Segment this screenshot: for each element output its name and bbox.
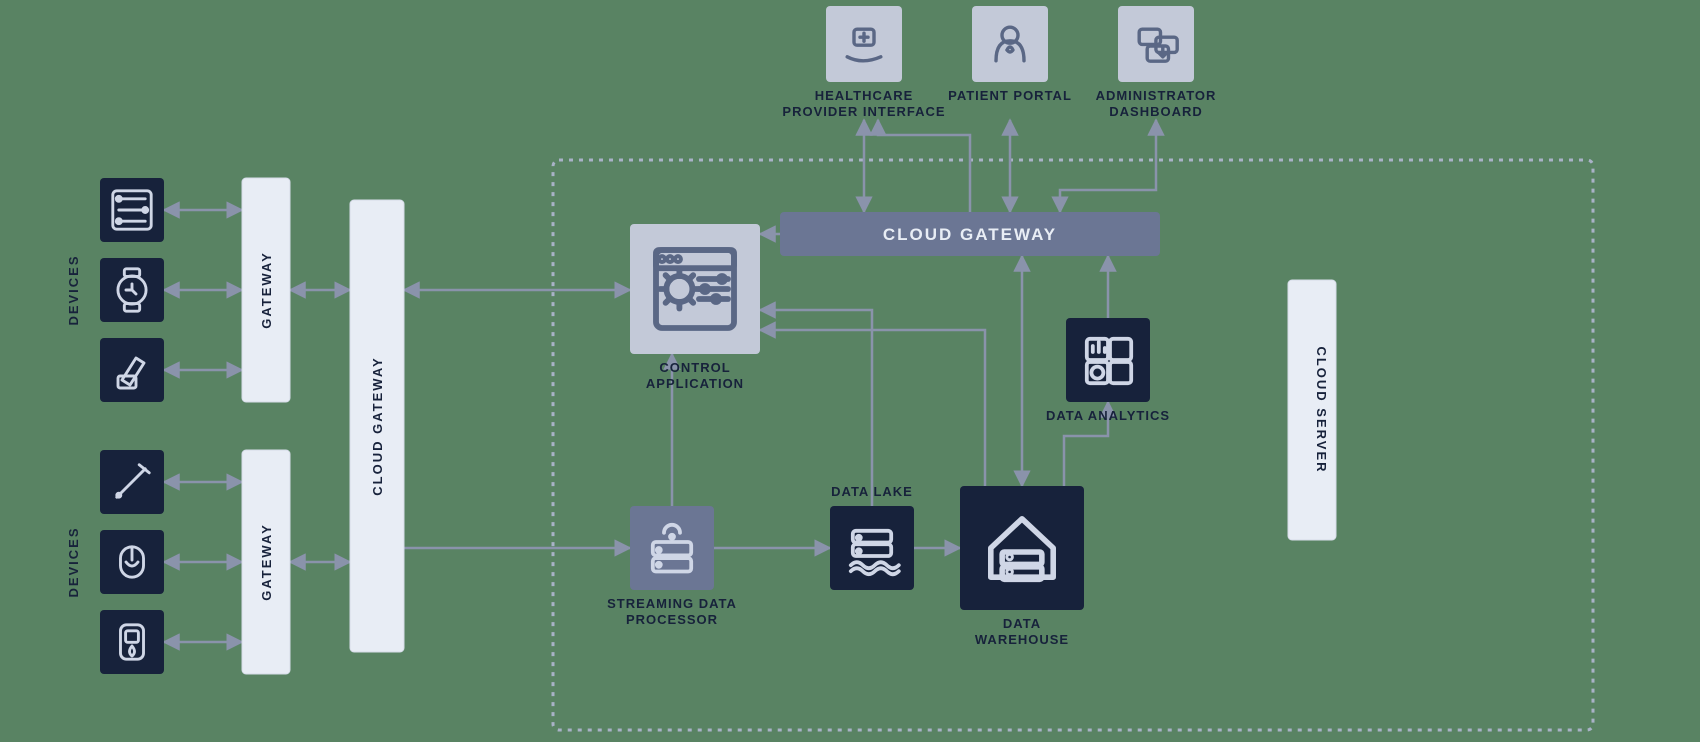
node-label: HEALTHCARE: [815, 88, 914, 103]
node-gw1: GATEWAY: [242, 178, 290, 402]
node-admin: ADMINISTRATORDASHBOARD: [1096, 6, 1217, 119]
node-pp: PATIENT PORTAL: [948, 6, 1072, 103]
node-ana: DATA ANALYTICS: [1046, 318, 1170, 423]
edge-cgw_h-admin: [1060, 120, 1156, 212]
node-label: GATEWAY: [259, 523, 274, 601]
node-label: DASHBOARD: [1109, 104, 1203, 119]
node-label: APPLICATION: [646, 376, 744, 391]
node-label: GATEWAY: [259, 251, 274, 329]
node-ctrl: CONTROLAPPLICATION: [630, 224, 760, 391]
node-dev1c: [100, 338, 164, 402]
node-sdp: STREAMING DATAPROCESSOR: [607, 506, 737, 627]
node-label: DATA LAKE: [831, 484, 913, 499]
node-gw2: GATEWAY: [242, 450, 290, 674]
node-label: CLOUD SERVER: [1314, 346, 1329, 473]
node-label: DATA ANALYTICS: [1046, 408, 1170, 423]
node-dev2a: [100, 450, 164, 514]
node-cgw_v: CLOUD GATEWAY: [350, 200, 404, 652]
node-label: PROCESSOR: [626, 612, 718, 627]
edge-lake-ctrl: [760, 310, 872, 506]
node-label: PATIENT PORTAL: [948, 88, 1072, 103]
node-wh: DATAWAREHOUSE: [960, 486, 1084, 647]
node-dev1a: [100, 178, 164, 242]
devices-label: DEVICES: [66, 254, 81, 325]
node-label: PROVIDER INTERFACE: [782, 104, 945, 119]
node-srv: CLOUD SERVER: [1288, 280, 1336, 540]
node-label: WAREHOUSE: [975, 632, 1069, 647]
node-label: CONTROL: [659, 360, 730, 375]
node-dev1b: [100, 258, 164, 322]
node-cgw_h: CLOUD GATEWAY: [780, 212, 1160, 256]
node-hpi: HEALTHCAREPROVIDER INTERFACE: [782, 6, 945, 119]
node-label: DATA: [1003, 616, 1041, 631]
node-dev2b: [100, 530, 164, 594]
node-label: CLOUD GATEWAY: [370, 356, 385, 495]
node-label: ADMINISTRATOR: [1096, 88, 1217, 103]
edge-cgw_h-hpi2: [878, 120, 970, 212]
devices-label: DEVICES: [66, 526, 81, 597]
node-dev2c: [100, 610, 164, 674]
node-label: CLOUD GATEWAY: [883, 225, 1057, 244]
node-label: STREAMING DATA: [607, 596, 737, 611]
